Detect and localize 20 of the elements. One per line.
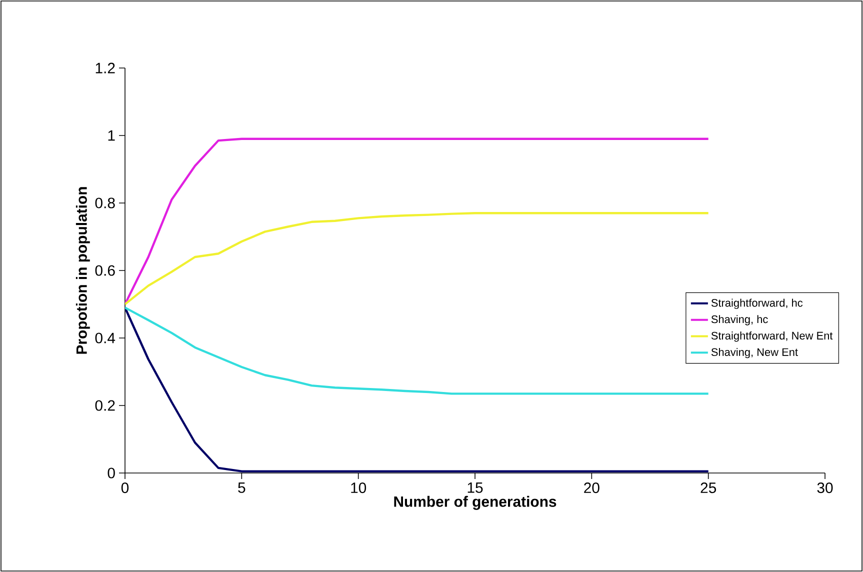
x-tick-label: 15 — [468, 482, 483, 493]
x-tick-label: 0 — [121, 482, 129, 494]
legend-label: Shaving, hc — [711, 315, 768, 326]
legend-label: Straightforward, New Ent — [711, 332, 833, 342]
x-tick-label: 30 — [817, 482, 833, 494]
y-axis-title: Propotion in population — [76, 187, 90, 354]
x-tick-label: 5 — [238, 482, 246, 493]
y-tick-label: 0.6 — [95, 265, 115, 276]
legend-label: Straightforward, hc — [711, 298, 803, 309]
y-tick-label: 0.2 — [95, 400, 115, 411]
x-tick-label: 10 — [351, 482, 366, 494]
y-tick-label: 0.8 — [95, 198, 115, 208]
y-tick-label: 0 — [108, 468, 115, 478]
x-tick-label: 25 — [700, 482, 716, 494]
y-tick-label: 1.2 — [96, 62, 115, 74]
y-tick-label: 0.4 — [95, 332, 116, 344]
x-axis-title: Number of generations — [394, 496, 556, 510]
x-tick-label: 20 — [584, 482, 600, 494]
y-tick-label: 1 — [108, 130, 115, 141]
legend-label: Shaving, New Ent — [711, 348, 798, 358]
